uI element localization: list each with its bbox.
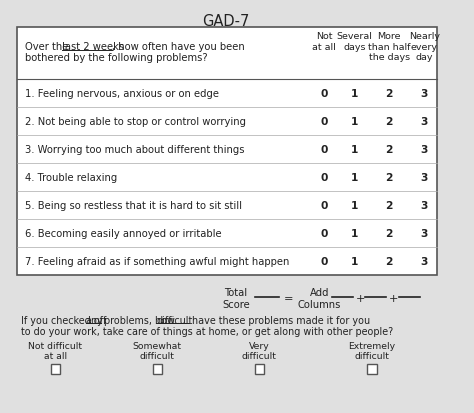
Text: Several
days: Several days: [337, 32, 373, 52]
FancyBboxPatch shape: [17, 28, 437, 275]
Text: Very
difficult: Very difficult: [242, 341, 277, 361]
Text: More
than half
the days: More than half the days: [368, 32, 410, 62]
Text: 0: 0: [320, 173, 328, 183]
Text: +: +: [356, 293, 365, 303]
Text: difficult: difficult: [156, 315, 192, 325]
Text: =: =: [284, 293, 294, 303]
Text: 2. Not being able to stop or control worrying: 2. Not being able to stop or control wor…: [25, 117, 246, 127]
Text: 0: 0: [320, 228, 328, 238]
FancyBboxPatch shape: [367, 364, 377, 374]
Text: Not
at all: Not at all: [312, 32, 336, 52]
Text: 3: 3: [421, 89, 428, 99]
Text: 2: 2: [385, 256, 393, 266]
Text: 0: 0: [320, 145, 328, 154]
Text: Total
Score: Total Score: [222, 287, 250, 309]
FancyBboxPatch shape: [51, 364, 60, 374]
Text: to do your work, take care of things at home, or get along with other people?: to do your work, take care of things at …: [21, 326, 393, 336]
Text: GAD-7: GAD-7: [202, 14, 250, 29]
Text: 1: 1: [351, 145, 358, 154]
Text: 1: 1: [351, 173, 358, 183]
Text: 3: 3: [421, 145, 428, 154]
Text: last 2 weeks: last 2 weeks: [62, 42, 124, 52]
Text: Not difficult
at all: Not difficult at all: [28, 341, 82, 361]
Text: Nearly
every
day: Nearly every day: [409, 32, 440, 62]
Text: +: +: [389, 293, 399, 303]
Text: any: any: [86, 315, 104, 325]
Text: Add
Columns: Add Columns: [298, 287, 341, 309]
Text: 3: 3: [421, 117, 428, 127]
Text: 2: 2: [385, 228, 393, 238]
Text: 2: 2: [385, 89, 393, 99]
Text: 0: 0: [320, 117, 328, 127]
Text: 3: 3: [421, 228, 428, 238]
Text: bothered by the following problems?: bothered by the following problems?: [25, 53, 208, 63]
Text: 1: 1: [351, 201, 358, 211]
Text: 0: 0: [320, 201, 328, 211]
Text: If you checked off: If you checked off: [21, 315, 109, 325]
Text: Somewhat
difficult: Somewhat difficult: [133, 341, 182, 361]
Text: 5. Being so restless that it is hard to sit still: 5. Being so restless that it is hard to …: [25, 201, 242, 211]
Text: 7. Feeling afraid as if something awful might happen: 7. Feeling afraid as if something awful …: [25, 256, 289, 266]
Text: 3: 3: [421, 201, 428, 211]
Text: have these problems made it for you: have these problems made it for you: [189, 315, 370, 325]
Text: 1: 1: [351, 228, 358, 238]
Text: 2: 2: [385, 173, 393, 183]
Text: 2: 2: [385, 117, 393, 127]
Text: , how often have you been: , how often have you been: [111, 42, 244, 52]
Text: 1: 1: [351, 89, 358, 99]
Text: 2: 2: [385, 145, 393, 154]
Text: 6. Becoming easily annoyed or irritable: 6. Becoming easily annoyed or irritable: [25, 228, 221, 238]
Text: 2: 2: [385, 201, 393, 211]
Text: 1: 1: [351, 256, 358, 266]
Text: 4. Trouble relaxing: 4. Trouble relaxing: [25, 173, 117, 183]
Text: 1. Feeling nervous, anxious or on edge: 1. Feeling nervous, anxious or on edge: [25, 89, 219, 99]
Text: 3: 3: [421, 256, 428, 266]
Text: 1: 1: [351, 117, 358, 127]
Text: 3: 3: [421, 173, 428, 183]
Text: 3. Worrying too much about different things: 3. Worrying too much about different thi…: [25, 145, 244, 154]
FancyBboxPatch shape: [153, 364, 162, 374]
FancyBboxPatch shape: [255, 364, 264, 374]
Text: Over the: Over the: [25, 42, 71, 52]
Text: Extremely
difficult: Extremely difficult: [348, 341, 395, 361]
Text: problems, how: problems, how: [101, 315, 178, 325]
Text: 0: 0: [320, 89, 328, 99]
Text: 0: 0: [320, 256, 328, 266]
